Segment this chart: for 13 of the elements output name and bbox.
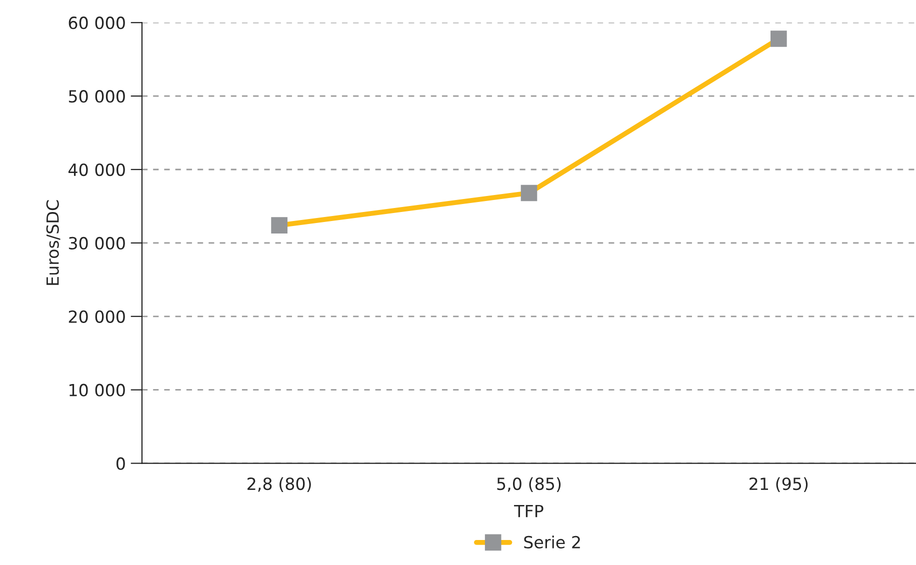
y-tick-label: 0 [116,457,125,470]
x-tick-label: 2,8 (80) [248,477,311,492]
x-tick-label: 5,0 (85) [497,477,561,492]
y-tick-label: 50 000 [68,90,125,103]
y-tick-label: 40 000 [68,163,125,176]
y-tick-label: 10 000 [70,384,125,396]
y-tick-label: 60 000 [68,16,125,30]
y-tick-label: 30 000 [68,236,125,250]
y-tick-label: 20 000 [68,310,125,323]
x-tick-label: 21 (95) [750,477,808,492]
x-axis-title: TFP [514,504,544,518]
legend-label: Serie 2 [524,536,580,548]
y-axis-title: Euros/SDC [46,200,60,285]
